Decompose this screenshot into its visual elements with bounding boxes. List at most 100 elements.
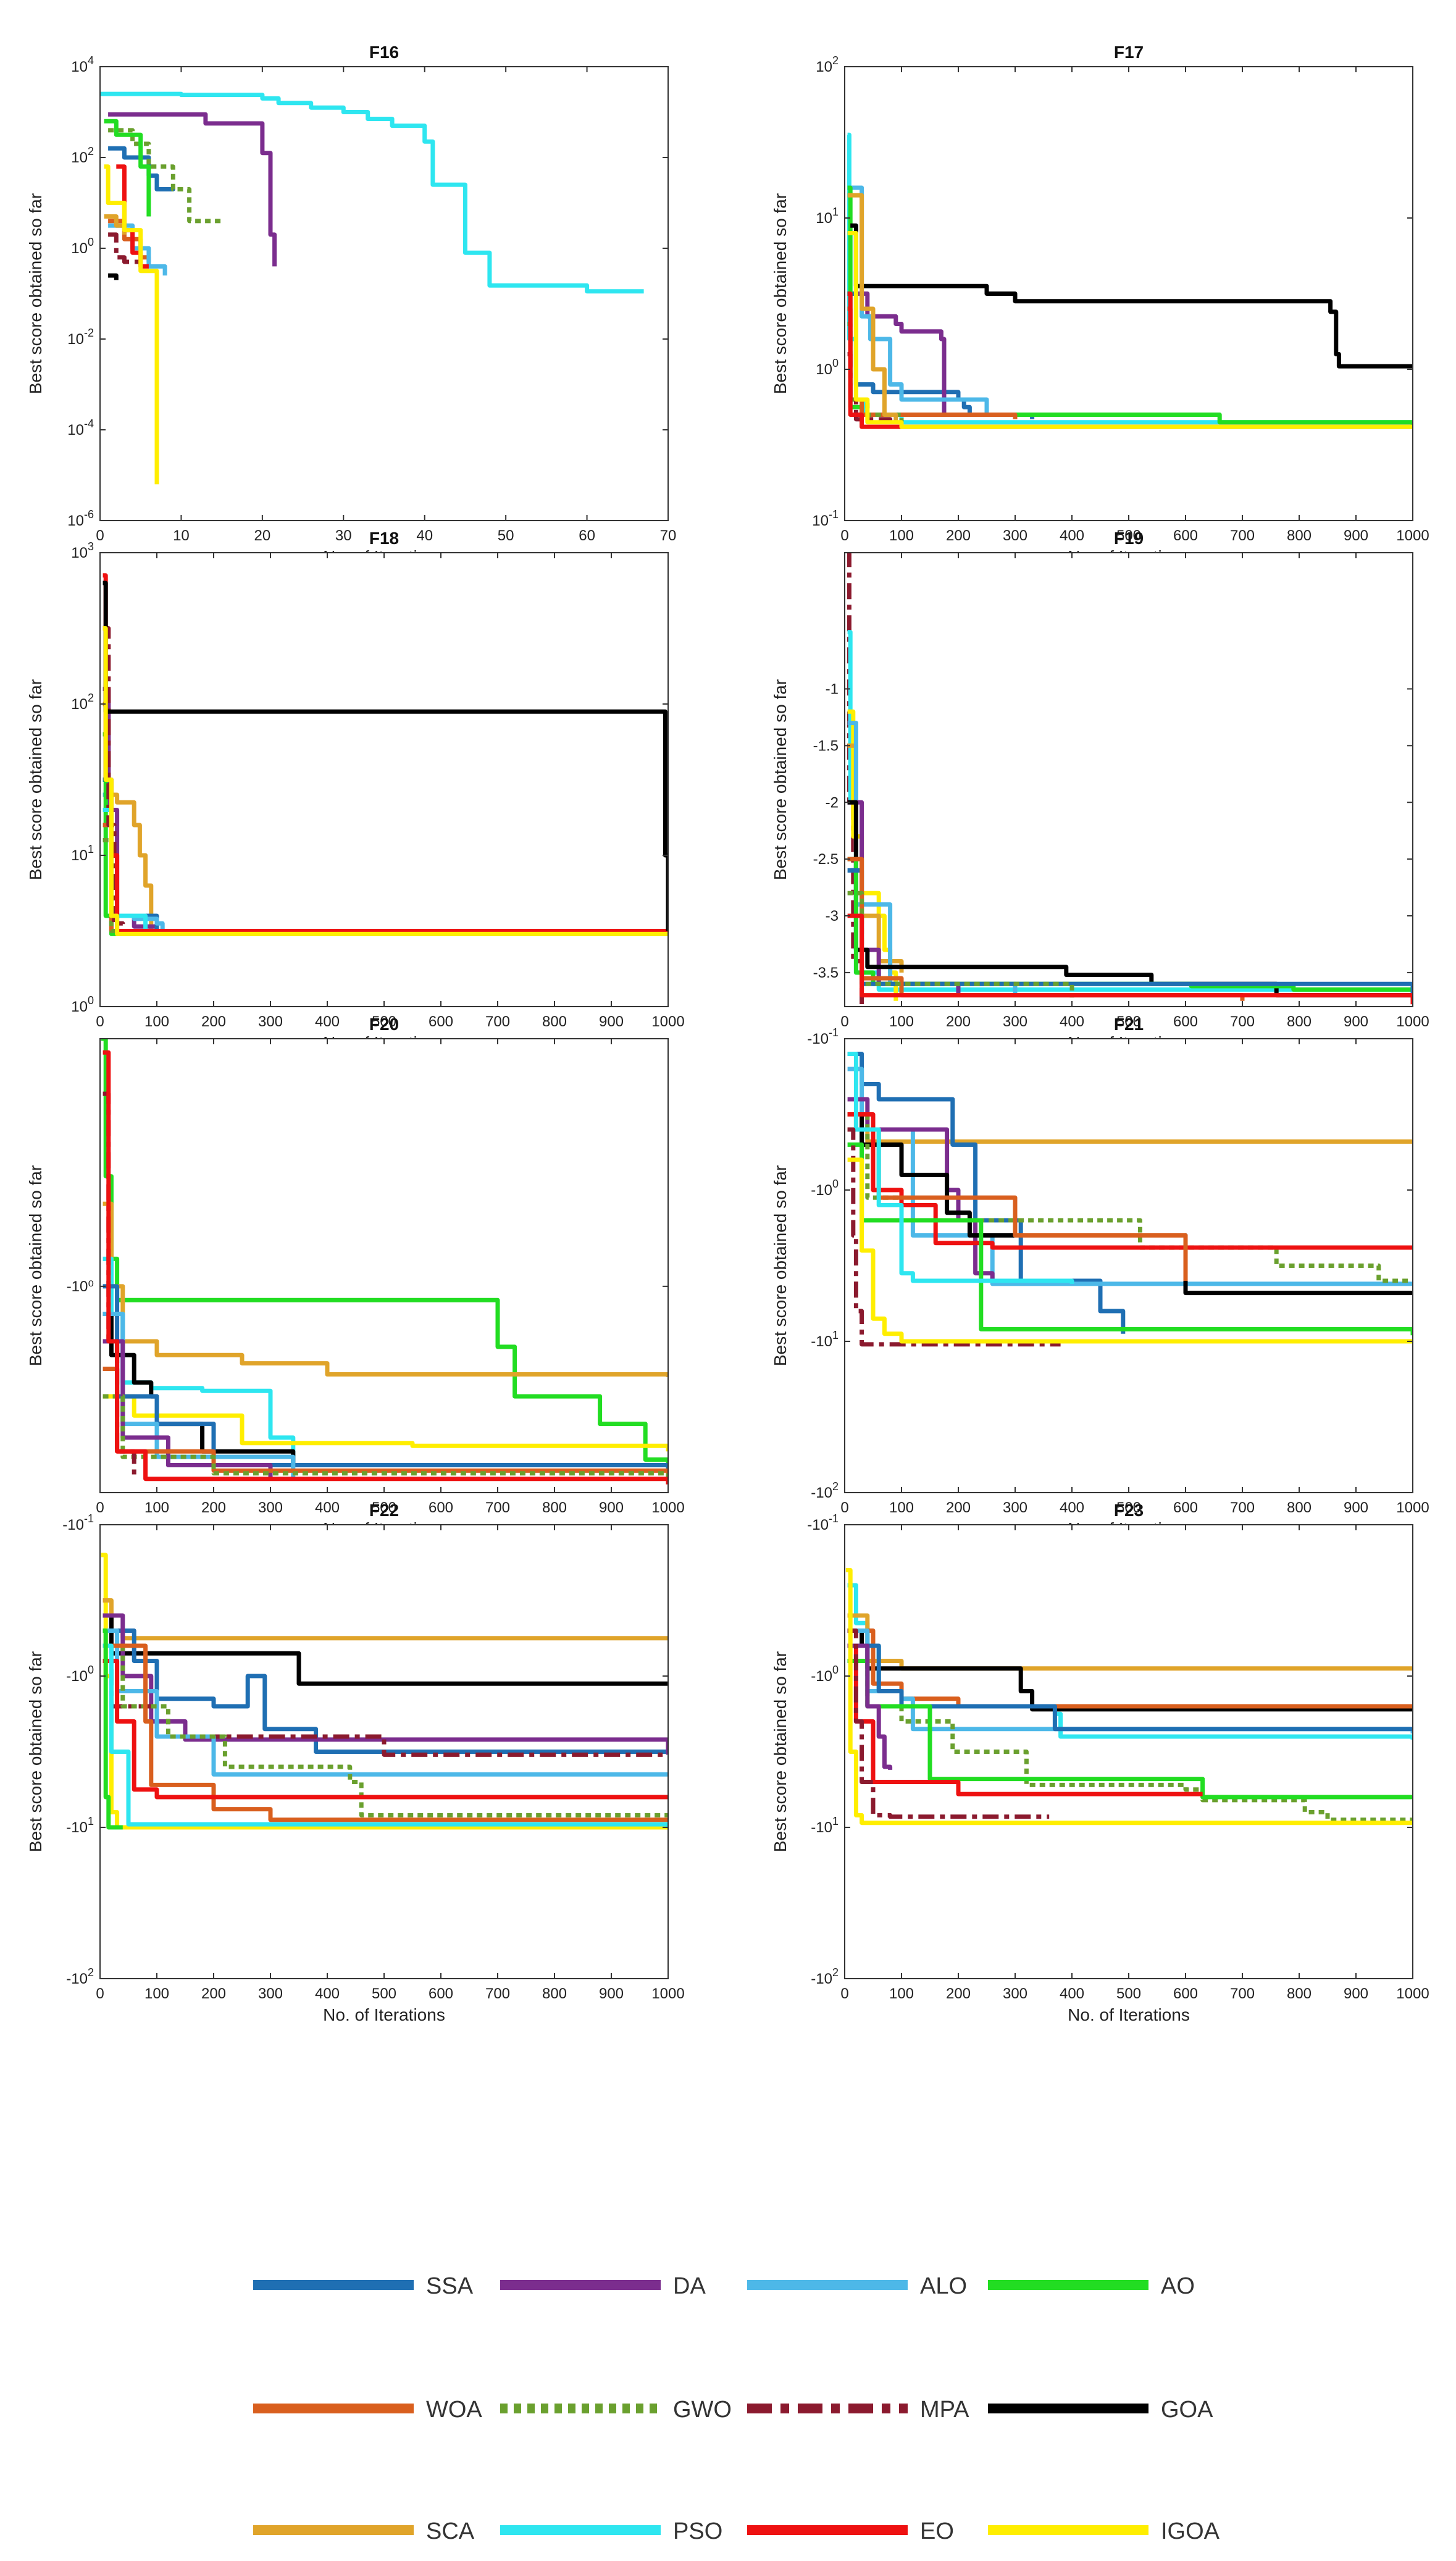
y-tick-base: -10 bbox=[66, 1668, 88, 1685]
x-tick-label: 1000 bbox=[651, 1985, 684, 2002]
legend-item-da: DA bbox=[500, 2273, 706, 2299]
y-tick-base: 10 bbox=[71, 545, 88, 561]
x-tick-label: 0 bbox=[96, 527, 104, 544]
y-tick-label: 10-1 bbox=[812, 508, 839, 529]
y-tick-base: 10 bbox=[67, 331, 84, 348]
y-tick-exponent: -1 bbox=[829, 1512, 839, 1525]
x-tick-label: 100 bbox=[889, 527, 914, 544]
y-tick-exponent: 4 bbox=[88, 54, 94, 67]
x-tick-label: 20 bbox=[254, 527, 271, 544]
series-line-igoa bbox=[847, 231, 1413, 429]
y-tick-label: 10-2 bbox=[67, 327, 94, 348]
y-tick-base: 10 bbox=[67, 513, 84, 529]
x-tick-label: 0 bbox=[96, 1985, 104, 2002]
y-tick-base: -10 bbox=[811, 1819, 832, 1836]
x-tick-label: 800 bbox=[1287, 527, 1312, 544]
x-tick-label: 700 bbox=[1230, 1985, 1255, 2002]
series-line-ao bbox=[103, 1628, 123, 1830]
x-tick-label: 900 bbox=[599, 1985, 624, 2002]
y-tick-base: -10 bbox=[811, 1668, 832, 1685]
chart-f16: 01020304050607010-610-410-2100102104F16N… bbox=[26, 43, 676, 566]
series-line-pso bbox=[847, 1052, 1074, 1284]
x-tick-label: 500 bbox=[1116, 527, 1141, 544]
y-tick-base: 10 bbox=[71, 696, 88, 713]
x-tick-label: 500 bbox=[372, 1985, 396, 2002]
x-tick-label: 10 bbox=[173, 527, 190, 544]
chart-title: F21 bbox=[1114, 1015, 1144, 1034]
series-line-goa bbox=[847, 1628, 1413, 1712]
x-tick-label: 600 bbox=[429, 1985, 453, 2002]
x-tick-label: 900 bbox=[1344, 1013, 1368, 1030]
y-tick-label: -1.5 bbox=[813, 737, 839, 754]
chart-f23: 0 100 200 300 400 500 600 700 800 900 1000-10-1-10… bbox=[771, 1501, 1429, 2024]
x-tick-label: 900 bbox=[599, 1013, 624, 1030]
y-tick-label: 101 bbox=[71, 843, 94, 864]
series-line-igoa bbox=[847, 1157, 1413, 1344]
legend-label: DA bbox=[673, 2273, 706, 2299]
legend-item-woa: WOA bbox=[253, 2397, 482, 2423]
series-line-gwo bbox=[103, 1394, 668, 1479]
x-tick-label: 500 bbox=[372, 1499, 396, 1516]
plot-frame bbox=[99, 66, 669, 521]
y-tick-label: 101 bbox=[816, 206, 839, 227]
plot-area bbox=[845, 67, 1413, 521]
x-tick-label: 100 bbox=[144, 1499, 169, 1516]
series-line-mpa bbox=[108, 232, 141, 264]
legend-label: IGOA bbox=[1161, 2518, 1220, 2544]
x-tick-label: 300 bbox=[258, 1013, 283, 1030]
y-tick-label: 100 bbox=[71, 236, 94, 257]
series-group bbox=[847, 132, 1413, 429]
x-tick-label: 600 bbox=[1173, 1499, 1198, 1516]
legend-item-ssa: SSA bbox=[253, 2273, 474, 2299]
y-tick-label: -102 bbox=[811, 1966, 839, 1987]
series-group bbox=[845, 1568, 1413, 1825]
series-line-goa bbox=[850, 223, 1413, 369]
series-line-igoa bbox=[103, 626, 668, 936]
y-tick-base: 10 bbox=[71, 149, 88, 166]
chart-f18: 0 100 200 300 400 500 600 700 800 900 100010010110… bbox=[26, 529, 685, 1052]
x-tick-label: 600 bbox=[429, 1499, 453, 1516]
series-line-eo bbox=[103, 1050, 668, 1485]
x-tick-label: 100 bbox=[144, 1985, 169, 2002]
y-tick-exponent: 1 bbox=[88, 1815, 94, 1827]
chart-title: F16 bbox=[369, 43, 399, 62]
x-tick-label: 0 bbox=[840, 1013, 848, 1030]
legend-item-eo: EO bbox=[747, 2518, 954, 2544]
legend-label: GWO bbox=[673, 2397, 732, 2423]
legend-item-mpa: MPA bbox=[747, 2397, 969, 2423]
x-tick-label: 800 bbox=[1287, 1013, 1312, 1030]
y-axis-label: Best score obtained so far bbox=[26, 193, 45, 394]
x-tick-label: 0 bbox=[96, 1013, 104, 1030]
x-tick-label: 1000 bbox=[1396, 1499, 1429, 1516]
x-tick-label: 400 bbox=[1060, 1013, 1084, 1030]
x-tick-label: 800 bbox=[1287, 1499, 1312, 1516]
y-tick-exponent: -2 bbox=[84, 327, 94, 339]
x-tick-label: 200 bbox=[201, 1013, 226, 1030]
chart-f20: 01002003004005006007008009001000-10⁰F20N… bbox=[26, 1015, 685, 1538]
x-tick-label: 400 bbox=[315, 1013, 340, 1030]
legend-item-alo: ALO bbox=[747, 2273, 967, 2299]
x-tick-label: 100 bbox=[889, 1499, 914, 1516]
x-tick-label: 30 bbox=[335, 527, 352, 544]
x-tick-label: 0 bbox=[840, 1985, 848, 2002]
series-line-mpa bbox=[103, 626, 125, 934]
x-tick-label: 1000 bbox=[651, 1499, 684, 1516]
x-tick-label: 100 bbox=[889, 1985, 914, 2002]
y-tick-base: 10 bbox=[71, 240, 88, 257]
x-tick-label: 500 bbox=[1116, 1013, 1141, 1030]
y-tick-label: -1 bbox=[826, 681, 839, 698]
series-line-mpa bbox=[847, 1127, 1061, 1347]
y-tick-base: 10 bbox=[71, 59, 88, 75]
y-tick-exponent: 0 bbox=[832, 1178, 839, 1190]
y-tick-base: -10 bbox=[66, 1971, 88, 1987]
plot-area bbox=[845, 1525, 1413, 1979]
x-tick-label: 300 bbox=[258, 1985, 283, 2002]
legend-item-ao: AO bbox=[988, 2273, 1195, 2299]
y-tick-label: -10-1 bbox=[62, 1512, 94, 1533]
y-tick-label: -101 bbox=[811, 1329, 839, 1350]
chart-title: F17 bbox=[1114, 43, 1144, 62]
series-line-da bbox=[108, 112, 277, 267]
series-line-sca bbox=[847, 193, 898, 422]
x-tick-label: 300 bbox=[1003, 1985, 1027, 2002]
series-line-ao bbox=[101, 1039, 668, 1471]
